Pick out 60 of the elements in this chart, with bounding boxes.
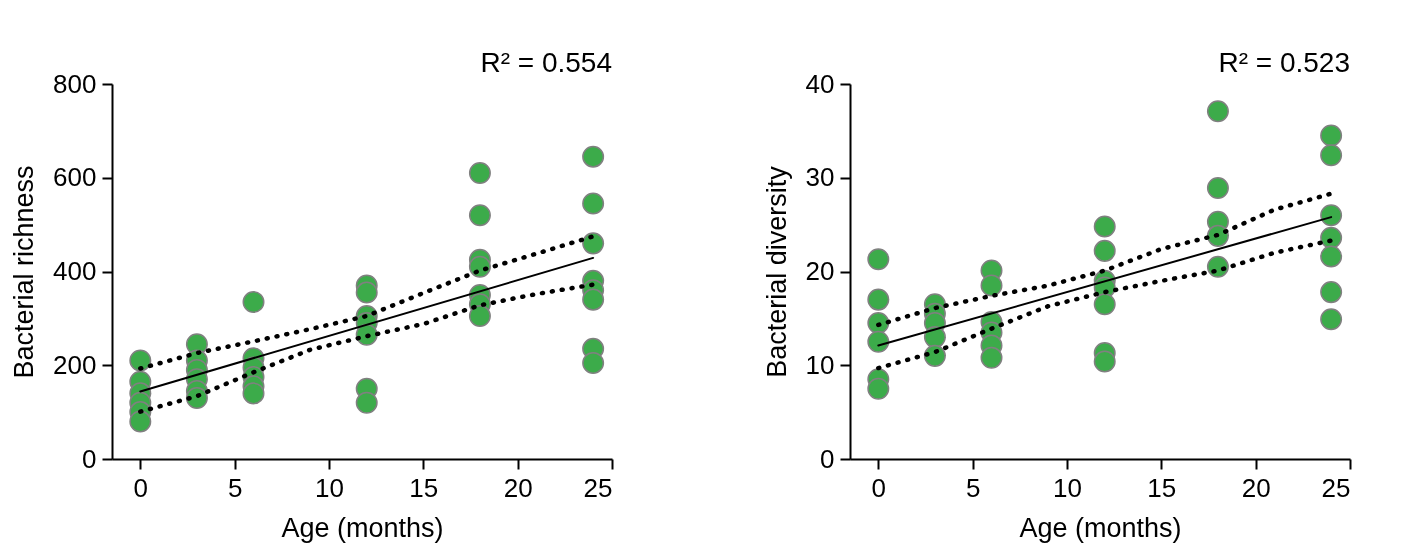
y-tick-label: 0	[82, 443, 97, 474]
point	[1320, 144, 1343, 167]
y-tick-label: 30	[805, 162, 835, 193]
point	[582, 232, 605, 255]
point	[1320, 281, 1343, 304]
x-tick-label: 0	[871, 472, 887, 503]
x-tick-label: 25	[1321, 472, 1351, 503]
point	[242, 382, 265, 405]
x-tick-label: 20	[1241, 472, 1271, 503]
point	[1093, 350, 1116, 373]
point	[980, 346, 1003, 369]
point	[468, 204, 491, 227]
point	[867, 377, 890, 400]
point	[1206, 177, 1229, 200]
point	[582, 145, 605, 168]
point	[355, 391, 378, 414]
y-tick-label: 400	[53, 256, 97, 286]
point	[242, 290, 265, 313]
y-tick-label: 0	[820, 443, 835, 474]
x-tick-label: 10	[1053, 472, 1082, 503]
point	[468, 162, 491, 185]
point	[1320, 204, 1343, 227]
point	[867, 248, 890, 271]
point	[1320, 308, 1343, 331]
point	[582, 351, 605, 374]
text: R² = 0.523	[1218, 47, 1350, 78]
point	[980, 274, 1003, 297]
y-tick-label: 40	[805, 68, 835, 99]
y-tick-label: 800	[53, 68, 97, 99]
point	[582, 288, 605, 311]
point	[129, 410, 152, 433]
y-tick-label: 20	[805, 256, 835, 286]
x-tick-label: 15	[409, 472, 439, 503]
y-tick-label: 200	[53, 349, 97, 380]
point	[1093, 239, 1116, 262]
point	[1093, 215, 1116, 238]
y-axis-title: Bacterial diversity	[761, 165, 792, 378]
x-tick-label: 5	[965, 472, 981, 503]
x-tick-label: 25	[583, 472, 613, 503]
point	[1320, 245, 1343, 268]
point	[867, 330, 890, 353]
y-tick-label: 10	[805, 349, 835, 380]
x-tick-label: 10	[315, 472, 344, 503]
x-tick-label: 20	[503, 472, 533, 503]
point	[1093, 293, 1116, 316]
point	[355, 281, 378, 304]
point	[1206, 100, 1229, 123]
x-axis-title: Age (months)	[281, 512, 444, 543]
point	[1320, 124, 1343, 147]
y-axis-title: Bacterial richness	[9, 165, 40, 379]
point	[129, 349, 152, 372]
y-tick-label: 600	[53, 162, 97, 193]
point	[468, 305, 491, 328]
x-tick-label: 5	[227, 472, 243, 503]
x-tick-label: 15	[1147, 472, 1177, 503]
text: R² = 0.554	[480, 47, 612, 78]
point	[867, 288, 890, 311]
point	[582, 192, 605, 215]
x-tick-label: 0	[133, 472, 149, 503]
x-axis-title: Age (months)	[1019, 512, 1182, 543]
